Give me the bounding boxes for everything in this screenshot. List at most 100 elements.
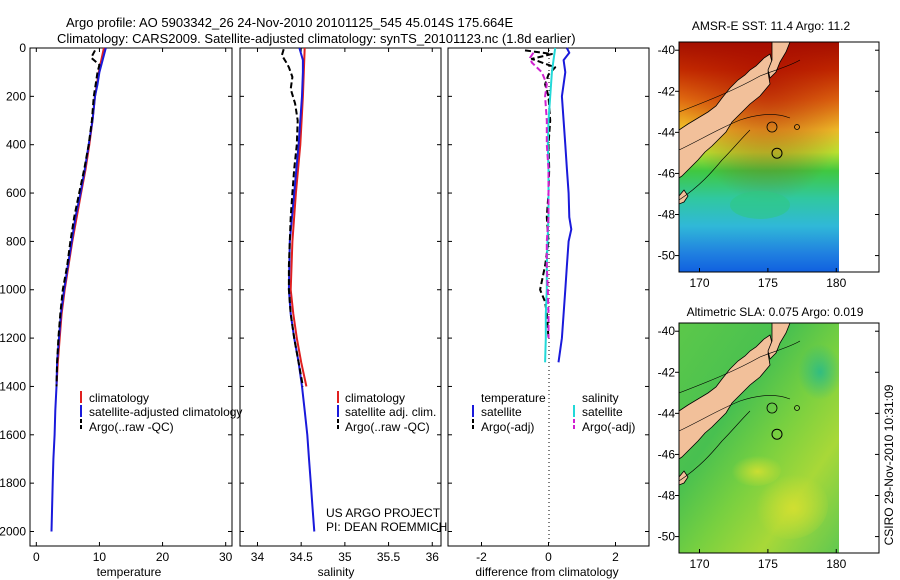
temperature-y-tick-label: 1800: [0, 476, 26, 490]
temperature-x-tick-label: 0: [33, 550, 40, 564]
sst_map-x-tick-label: 180: [826, 276, 846, 290]
salinity-legend: climatology satellite adj. clim. Argo(..…: [337, 391, 436, 434]
difference-series-salinity-argo-adj: [529, 52, 550, 339]
sst-bathymetry-contour: [679, 114, 791, 151]
temperature-x-tick-label: 20: [156, 550, 170, 564]
island-contour: [794, 405, 800, 411]
temperature-y-tick-label: 800: [6, 234, 26, 248]
difference-x-label: difference from climatology: [475, 565, 618, 579]
legend-argo: Argo(..raw -QC): [89, 420, 174, 434]
temperature-series-satellite-adjusted-climatology: [50, 47, 107, 532]
legend-header-salinity: salinity: [582, 391, 619, 405]
legend-argo: Argo(..raw -QC): [345, 420, 430, 434]
sst_map-y-tick-label: -42: [658, 84, 676, 98]
sst_map-y-tick-label: -50: [658, 249, 676, 263]
generation-stamp: CSIRO 29-Nov-2010 10:31:09: [882, 384, 896, 545]
legend-satellite-adj-clim: satellite adj. clim.: [345, 405, 436, 419]
salinity-x-tick-label: 35: [338, 550, 352, 564]
legend-climatology: climatology: [89, 391, 149, 405]
sla_map-y-tick-label: -42: [658, 365, 676, 379]
sla-bathymetry-contour: [679, 340, 801, 394]
legend-climatology: climatology: [345, 391, 405, 405]
argo-float-marker: [771, 428, 783, 440]
legend-sal-argo: Argo(-adj): [582, 420, 635, 434]
difference-legend: temperature salinity satellite Argo(-adj…: [472, 391, 635, 434]
temperature-y-tick-label: 1600: [0, 428, 26, 442]
sla_map-y-tick-label: -40: [658, 324, 676, 338]
sst_map-y-tick-label: -48: [658, 208, 676, 222]
salinity-series-argo-raw-qc: [280, 48, 304, 387]
legend-sal-satellite: satellite: [582, 405, 623, 419]
difference-series-salinity-satellite: [544, 47, 557, 363]
sst-bathymetry-contour: [679, 129, 751, 201]
temperature-plot-frame: [29, 47, 233, 547]
temperature-y-tick-label: 0: [19, 41, 26, 55]
sla-map-border: [678, 322, 880, 554]
new-zealand-south-island: [679, 334, 773, 460]
salinity-profile-panel: 34 34.5 35 35.5 36 salinity climatology sate…: [239, 47, 447, 579]
sst-bathymetry-contour: [679, 59, 801, 113]
salinity-x-tick-label: 34.5: [289, 550, 313, 564]
temperature-legend: climatology satellite-adjusted climatolo…: [80, 391, 242, 434]
argo-float-marker: [771, 147, 783, 159]
sst-map-blank-margin: [839, 42, 879, 272]
sst-map-panel: AMSR-E SST: 11.4 Argo: 11.2 170 175 180 -40…: [658, 19, 880, 290]
legend-temp-satellite: satellite: [481, 405, 522, 419]
temperature-x-tick-label: 10: [93, 550, 107, 564]
sla-high-anomaly: [752, 471, 828, 539]
temperature-y-tick-label: 200: [6, 89, 26, 103]
sst-map-title: AMSR-E SST: 11.4 Argo: 11.2: [692, 19, 851, 33]
sst_map-y-tick-label: -40: [658, 43, 676, 57]
sla_map-x-tick-label: 180: [826, 557, 846, 571]
salinity-x-tick-label: 35.5: [377, 550, 401, 564]
difference-x-tick-label: 2: [612, 550, 619, 564]
credit-project: US ARGO PROJECT: [326, 506, 441, 520]
figure-title-line-1: Argo profile: AO 5903342_26 24-Nov-2010 …: [66, 15, 514, 30]
temperature-x-label: temperature: [97, 565, 162, 579]
sla_map-y-tick-label: -50: [658, 530, 676, 544]
salinity-x-tick-label: 34: [251, 550, 265, 564]
legend-header-temperature: temperature: [481, 391, 546, 405]
difference-profile-panel: -2 0 2 difference from climatology tempera…: [447, 47, 650, 579]
sla_map-x-tick-label: 175: [758, 557, 778, 571]
island-contour: [794, 124, 800, 130]
temperature-y-tick-label: 400: [6, 138, 26, 152]
sst_map-y-tick-label: -44: [658, 125, 676, 139]
difference-x-tick-label: 0: [545, 550, 552, 564]
sla-low-anomaly: [798, 344, 839, 400]
sla_map-x-tick-label: 170: [689, 557, 709, 571]
sla-map-title: Altimetric SLA: 0.075 Argo: 0.019: [687, 305, 864, 319]
sst_map-x-tick-label: 170: [689, 276, 709, 290]
temperature-series-argo-raw-qc: [55, 49, 101, 387]
sst-eddy: [730, 191, 790, 219]
sst-map-image: [679, 42, 839, 272]
sst_map-y-tick-label: -46: [658, 166, 676, 180]
chatham-rise-contour: [766, 121, 778, 133]
new-zealand-south-island: [679, 53, 773, 179]
difference-series-temperature-satellite: [557, 47, 573, 363]
temperature-profile-panel: 0 10 20 30 0 200 400 600 800 1000 1200 1400 1600 1800…: [0, 41, 242, 579]
salinity-x-tick-label: 36: [426, 550, 440, 564]
sla_map-y-tick-label: -46: [658, 447, 676, 461]
temperature-x-tick-label: 30: [219, 550, 233, 564]
sst_map-x-tick-label: 175: [758, 276, 778, 290]
temperature-series-climatology: [55, 47, 105, 387]
temperature-y-tick-label: 1400: [0, 379, 26, 393]
sla_map-y-tick-label: -48: [658, 489, 676, 503]
sla-high-anomaly: [729, 454, 781, 486]
chatham-rise-contour: [766, 402, 778, 414]
temperature-y-tick-label: 1000: [0, 283, 26, 297]
temperature-y-tick-label: 1200: [0, 331, 26, 345]
sla-map-panel: Altimetric SLA: 0.075 Argo: 0.019 170 175…: [658, 305, 880, 571]
figure-title-line-2: Climatology: CARS2009. Satellite-adjuste…: [57, 31, 576, 46]
new-zealand-north-island: [767, 323, 791, 360]
temperature-y-tick-label: 2000: [0, 524, 26, 538]
difference-x-tick-label: -2: [476, 550, 487, 564]
new-zealand-north-island: [767, 42, 791, 79]
sst-map-border: [678, 41, 880, 273]
sla-bathymetry-contour: [679, 410, 751, 482]
temperature-y-tick-label: 600: [6, 186, 26, 200]
legend-temp-argo: Argo(-adj): [481, 420, 534, 434]
salinity-plot-frame: [239, 47, 442, 547]
